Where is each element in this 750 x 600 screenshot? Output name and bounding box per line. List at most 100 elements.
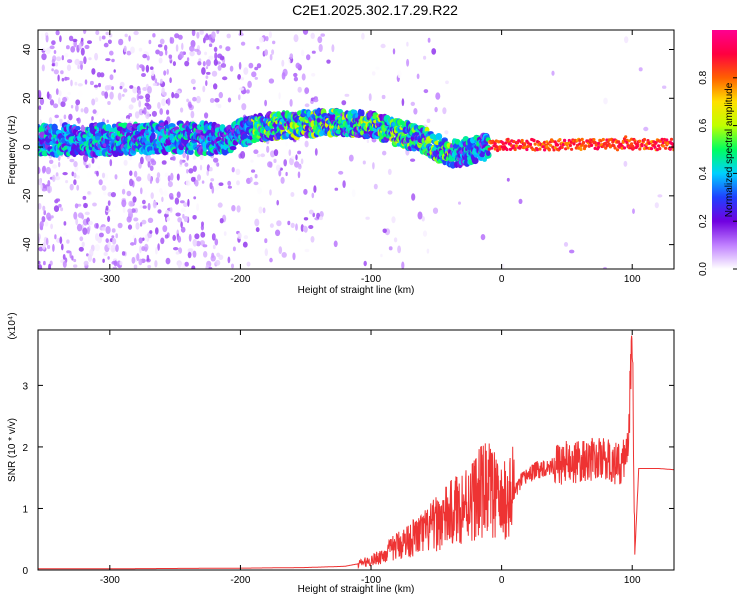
heatmap-noise-point [188, 168, 194, 174]
heatmap-noise-point [258, 206, 263, 214]
heatmap-noise-point [143, 107, 147, 115]
heatmap-noise-point [237, 232, 242, 240]
heatmap-noise-point [61, 55, 64, 61]
heatmap-noise-point [231, 263, 234, 269]
heatmap-ridge-point [642, 137, 647, 142]
heatmap-noise-point [174, 197, 180, 205]
heatmap-noise-point [240, 41, 246, 46]
heatmap-noise-point [240, 151, 246, 159]
heatmap-noise-point [70, 46, 76, 53]
heatmap-noise-point [138, 100, 142, 108]
heatmap-noise-point [138, 237, 143, 244]
heatmap-noise-point [188, 233, 192, 242]
heatmap-noise-point [201, 221, 204, 227]
heatmap-noise-point [51, 40, 56, 46]
heatmap-noise-point [52, 164, 58, 169]
heatmap-noise-point [387, 168, 392, 175]
heatmap-noise-point [151, 69, 155, 77]
heatmap-noise-point [211, 31, 216, 39]
heatmap-noise-point [212, 233, 216, 240]
heatmap-ridge-point [624, 135, 628, 139]
heatmap-noise-point [331, 44, 335, 53]
heatmap-noise-point [173, 92, 180, 99]
heatmap-ridge-point [276, 111, 282, 118]
heatmap-noise-point [145, 64, 150, 73]
heatmap-noise-point [215, 259, 221, 266]
heatmap-noise-point [133, 170, 138, 178]
heatmap-noise-point [59, 35, 62, 43]
heatmap-noise-point [569, 249, 575, 254]
heatmap-ridge-point [592, 138, 596, 142]
heatmap-noise-point [253, 149, 259, 154]
heatmap-noise-point [288, 58, 291, 66]
heatmap-noise-point [88, 57, 92, 61]
heatmap-noise-point [104, 91, 109, 99]
heatmap-noise-point [195, 95, 201, 104]
heatmap-noise-point [205, 80, 208, 87]
heatmap-noise-point [42, 165, 47, 173]
heatmap-noise-point [111, 235, 115, 239]
heatmap-noise-point [154, 78, 158, 84]
heatmap-ridge-point [615, 148, 620, 152]
heatmap-noise-point [126, 50, 132, 56]
heatmap-noise-point [89, 80, 94, 86]
heatmap-noise-point [159, 38, 165, 45]
heatmap-noise-point [147, 202, 151, 211]
heatmap-noise-point [91, 68, 96, 75]
heatmap-noise-point [417, 211, 423, 220]
heatmap-noise-point [82, 195, 87, 200]
heatmap-noise-point [149, 230, 153, 234]
heatmap-noise-point [73, 211, 78, 220]
heatmap-noise-point [76, 184, 80, 191]
heatmap-noise-point [506, 177, 510, 182]
heatmap-noise-point [119, 261, 123, 266]
heatmap-y-ticks: -40 -20 0 20 40 [22, 44, 674, 252]
heatmap-noise-point [205, 75, 209, 79]
heatmap-noise-point [194, 233, 200, 240]
heatmap-noise-point [127, 224, 133, 230]
heatmap-noise-point [164, 44, 168, 51]
heatmap-noise-point [138, 108, 144, 116]
heatmap-ridge-point [632, 146, 636, 150]
heatmap-noise-point [254, 66, 259, 71]
heatmap-noise-point [192, 215, 197, 220]
heatmap-noise-point [47, 244, 51, 250]
heatmap-noise-point [47, 180, 51, 187]
heatmap-noise-point [217, 104, 222, 109]
heatmap-noise-point [127, 208, 133, 214]
heatmap-noise-point [51, 68, 54, 72]
heatmap-noise-point [98, 179, 103, 186]
heatmap-noise-point [62, 232, 68, 236]
heatmap-noise-point [166, 216, 170, 222]
heatmap-noise-point [136, 63, 140, 70]
snr-series-line [38, 335, 674, 570]
heatmap-noise-point [96, 72, 102, 78]
heatmap-noise-point [123, 159, 128, 166]
heatmap-noise-point [106, 119, 109, 124]
heatmap-noise-point [161, 98, 166, 106]
heatmap-noise-point [155, 247, 158, 255]
heatmap-noise-point [88, 163, 91, 169]
heatmap-ridge-point [664, 146, 668, 150]
heatmap-noise-point [131, 208, 136, 213]
heatmap-noise-point [209, 98, 215, 103]
heatmap-noise-point [368, 93, 372, 101]
heatmap-ridge-point [105, 124, 112, 131]
heatmap-noise-point [112, 204, 118, 209]
heatmap-noise-point [163, 91, 167, 97]
heatmap-noise-point [265, 36, 269, 42]
heatmap-noise-point [208, 266, 213, 269]
heatmap-noise-point [152, 33, 156, 38]
heatmap-noise-point [200, 231, 206, 238]
heatmap-noise-point [192, 165, 197, 172]
heatmap-noise-point [132, 86, 138, 94]
heatmap-noise-point [101, 35, 106, 40]
heatmap-ridge-point [645, 146, 649, 150]
heatmap-noise-point [82, 227, 88, 235]
heatmap-noise-point [58, 97, 61, 105]
heatmap-noise-point [204, 51, 208, 56]
heatmap-noise-point [227, 97, 232, 103]
heatmap-noise-point [150, 192, 154, 200]
heatmap-noise-point [58, 90, 62, 97]
heatmap-noise-point [160, 237, 165, 245]
